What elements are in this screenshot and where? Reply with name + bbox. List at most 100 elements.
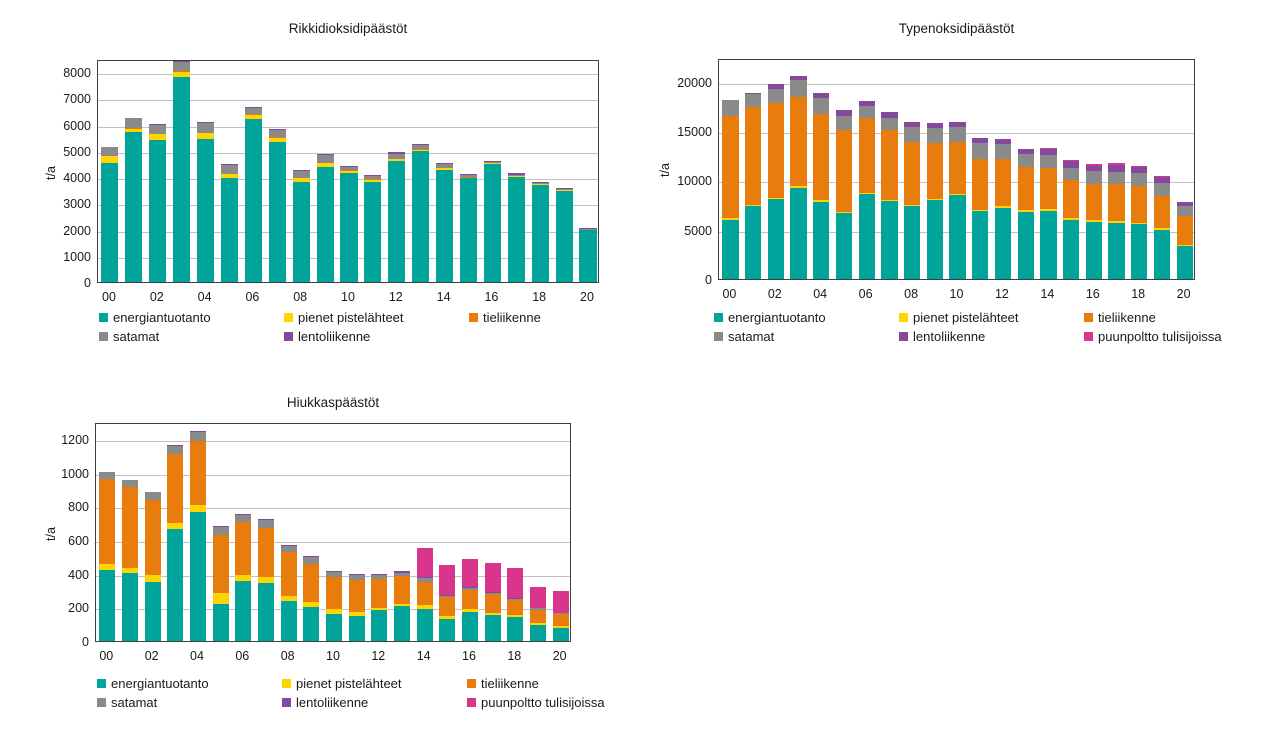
bar-segment <box>393 571 411 573</box>
bar-segment <box>189 505 207 513</box>
bar-segment <box>99 471 116 480</box>
bar-segment <box>744 92 762 94</box>
bar <box>994 58 1012 279</box>
bar-segment <box>257 518 275 520</box>
bar-segment <box>926 142 943 200</box>
bar-segment <box>121 480 139 487</box>
bar <box>197 59 215 282</box>
bar-segment <box>439 565 456 595</box>
bar-segment <box>268 129 286 138</box>
bar-segment <box>926 199 943 201</box>
bar-segment <box>903 205 921 206</box>
bar-segment <box>280 545 297 552</box>
bar <box>949 58 966 279</box>
bar-segment <box>1153 228 1171 230</box>
bar <box>348 422 365 641</box>
bar-segment <box>436 163 454 165</box>
bar-segment <box>1017 148 1034 154</box>
bar <box>99 422 116 641</box>
bar <box>881 58 898 279</box>
bar-segment <box>371 610 388 641</box>
bar-segment <box>972 209 989 211</box>
bar-segment <box>484 594 501 613</box>
bar-segment <box>144 499 161 576</box>
bar-segment <box>189 432 207 441</box>
bar-segment <box>858 118 875 194</box>
bar <box>858 58 875 279</box>
bar-segment <box>167 454 184 524</box>
bar <box>1062 58 1080 279</box>
bar <box>552 422 569 641</box>
plot-area <box>718 59 1195 280</box>
bar-segment <box>531 183 549 184</box>
bar-segment <box>1131 165 1148 168</box>
legend-label: pienet pistelähteet <box>296 676 402 691</box>
bar-segment <box>144 582 161 641</box>
bar <box>1176 58 1193 279</box>
bar-segment <box>167 446 184 455</box>
y-tick-label: 7000 <box>63 92 91 107</box>
bar-segment <box>412 144 430 145</box>
bar-segment <box>348 615 365 641</box>
bar <box>268 59 286 282</box>
bar-segment <box>412 149 430 151</box>
bar-segment <box>835 211 853 213</box>
bar-segment <box>1062 161 1080 168</box>
bar-segment <box>529 609 547 623</box>
bar-segment <box>552 612 569 614</box>
bar-segment <box>292 178 310 182</box>
bar <box>555 59 573 282</box>
bar-segment <box>235 522 252 576</box>
bar-segment <box>835 110 853 117</box>
gridline <box>98 74 598 76</box>
bar-segment <box>881 200 898 202</box>
bar-segment <box>173 60 191 62</box>
bar-segment <box>244 107 262 114</box>
bar-segment <box>244 106 262 108</box>
bar-segment <box>1085 220 1102 222</box>
bar-segment <box>552 625 569 628</box>
bar-segment <box>235 513 252 515</box>
x-tick-label: 02 <box>144 649 159 663</box>
bar <box>459 59 478 282</box>
legend-label: pienet pistelähteet <box>913 310 1019 325</box>
bar-segment <box>529 587 547 608</box>
bar-segment <box>220 163 239 165</box>
bar-segment <box>220 177 239 282</box>
bar-segment <box>579 230 597 282</box>
x-tick-label: 20 <box>580 290 594 304</box>
bar <box>790 58 807 279</box>
bar-segment <box>340 173 358 282</box>
gridline <box>98 152 598 154</box>
bar-segment <box>555 191 573 282</box>
bar-segment <box>972 210 989 279</box>
bar-segment <box>303 557 320 565</box>
bar-segment <box>835 116 853 131</box>
bar-segment <box>813 92 830 99</box>
bar <box>388 59 406 282</box>
bar-segment <box>144 575 161 583</box>
bar <box>507 59 525 282</box>
bar <box>257 422 275 641</box>
legend-swatch-icon <box>899 332 908 341</box>
bar-segment <box>416 581 433 606</box>
bar-segment <box>220 164 239 174</box>
bar-segment <box>1131 173 1148 187</box>
bar-segment <box>268 137 286 142</box>
bar <box>244 59 262 282</box>
bar-segment <box>436 164 454 168</box>
bar-segment <box>212 593 229 604</box>
bar-segment <box>507 568 524 598</box>
chart-title: Hiukkaspäästöt <box>286 395 380 410</box>
bar-segment <box>325 609 343 614</box>
bar-segment <box>483 160 501 162</box>
legend-swatch-icon <box>284 313 293 322</box>
bar-segment <box>1176 215 1193 246</box>
bar-segment <box>189 440 207 506</box>
bar-segment <box>149 139 167 282</box>
legend-item: pienet pistelähteet <box>282 676 467 691</box>
x-tick-label: 16 <box>484 290 499 304</box>
bar-segment <box>316 153 334 155</box>
bar <box>972 58 989 279</box>
bar-segment <box>949 195 966 279</box>
